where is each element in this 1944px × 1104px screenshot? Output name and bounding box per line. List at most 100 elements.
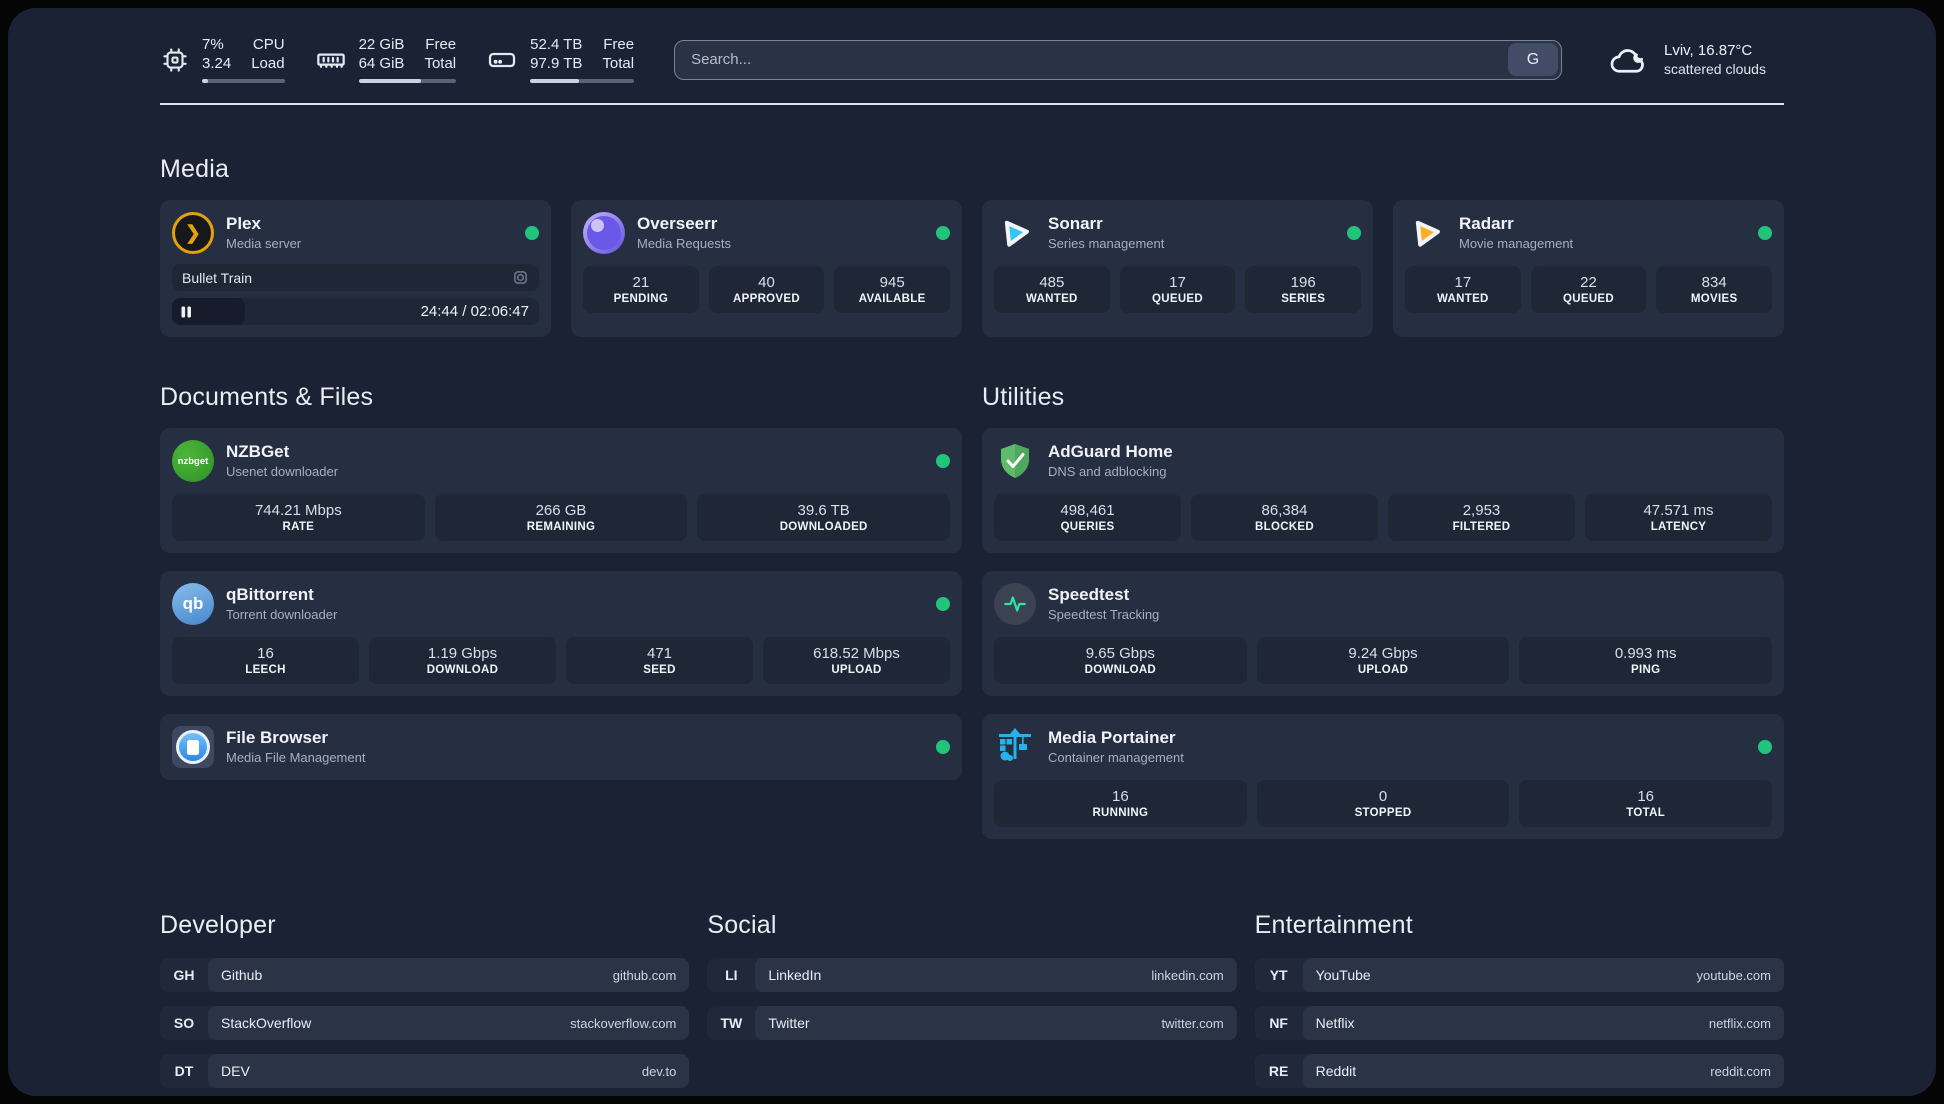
bookmark-reddit[interactable]: RE Reddit reddit.com bbox=[1254, 1054, 1784, 1088]
stat-label: QUERIES bbox=[1060, 521, 1115, 533]
stat-value: 945 bbox=[879, 274, 905, 291]
bookmark-body: Netflix netflix.com bbox=[1302, 1006, 1784, 1040]
speedtest-text: Speedtest Speedtest Tracking bbox=[1048, 585, 1159, 623]
qbittorrent-icon: qb bbox=[172, 583, 214, 625]
memory-free-value: 22 GiB bbox=[358, 36, 405, 53]
cpu-stat-body: 7% CPU 3.24 Load bbox=[202, 36, 285, 83]
cpu-icon bbox=[160, 45, 190, 75]
bookmark-url: github.com bbox=[612, 967, 677, 983]
app-card-filebrowser[interactable]: File Browser Media File Management bbox=[160, 714, 962, 780]
app-card-radarr[interactable]: Radarr Movie management 17 WANTED 22 QUE… bbox=[1393, 200, 1784, 337]
stat-label: RUNNING bbox=[1092, 807, 1149, 819]
bookmark-github[interactable]: GH Github github.com bbox=[160, 958, 690, 992]
stat-label: APPROVED bbox=[733, 293, 800, 305]
weather-widget[interactable]: Lviv, 16.87°C scattered clouds bbox=[1608, 42, 1784, 77]
cpu-load-label: Load bbox=[251, 55, 285, 72]
stat-box: 17 WANTED bbox=[1405, 266, 1521, 313]
app-card-portainer[interactable]: Media Portainer Container management 16 … bbox=[982, 714, 1784, 839]
bookmark-netflix[interactable]: NF Netflix netflix.com bbox=[1254, 1006, 1784, 1040]
middle-columns: Documents & Files nzbget NZBGet Usenet d… bbox=[160, 383, 1784, 839]
status-online-dot bbox=[936, 226, 950, 240]
cpu-usage-value: 7% bbox=[202, 36, 224, 53]
stat-box: 9.65 Gbps DOWNLOAD bbox=[994, 637, 1247, 684]
stat-value: 21 bbox=[632, 274, 650, 291]
stat-box: 9.24 Gbps UPLOAD bbox=[1256, 637, 1510, 684]
app-card-sonarr[interactable]: Sonarr Series management 485 WANTED 17 Q… bbox=[982, 200, 1373, 337]
overseerr-text: Overseerr Media Requests bbox=[637, 214, 731, 252]
stat-value: 498,461 bbox=[1060, 502, 1115, 519]
radarr-stats: 17 WANTED 22 QUEUED 834 MOVIES bbox=[1405, 266, 1773, 313]
bookmark-abbr: YT bbox=[1269, 967, 1288, 983]
memory-free-label: Free bbox=[425, 36, 457, 53]
nzbget-icon: nzbget bbox=[172, 440, 214, 482]
bookmark-body: StackOverflow stackoverflow.com bbox=[208, 1006, 690, 1040]
cpu-load-value: 3.24 bbox=[202, 55, 232, 72]
app-name: File Browser bbox=[226, 728, 329, 747]
weather-text: Lviv, 16.87°C scattered clouds bbox=[1664, 42, 1766, 77]
app-name: Sonarr bbox=[1048, 214, 1103, 233]
stat-box: 17 QUEUED bbox=[1119, 266, 1236, 313]
cpu-usage-bar-fill bbox=[202, 79, 208, 83]
stat-box: 834 MOVIES bbox=[1656, 266, 1773, 313]
stat-box: 498,461 QUERIES bbox=[994, 494, 1181, 541]
memory-usage-bar bbox=[358, 79, 457, 83]
stat-value: 17 bbox=[1454, 274, 1472, 291]
stat-value: 2,953 bbox=[1462, 502, 1501, 519]
bookmark-dev[interactable]: DT DEV dev.to bbox=[160, 1054, 690, 1088]
stat-value: 471 bbox=[646, 645, 673, 662]
filebrowser-icon bbox=[172, 726, 214, 768]
app-card-qbittorrent[interactable]: qb qBittorrent Torrent downloader 16 LEE… bbox=[160, 571, 962, 696]
bookmark-twitter[interactable]: TW Twitter twitter.com bbox=[707, 1006, 1237, 1040]
bookmark-url: twitter.com bbox=[1161, 1015, 1224, 1031]
plex-progress-bar[interactable]: 24:44 / 02:06:47 bbox=[172, 298, 539, 325]
dashboard-panel: 7% CPU 3.24 Load bbox=[8, 8, 1936, 1096]
weather-condition: scattered clouds bbox=[1664, 61, 1766, 77]
stat-label: DOWNLOAD bbox=[426, 664, 499, 676]
stat-box: 16 LEECH bbox=[172, 637, 359, 684]
stat-box: 16 TOTAL bbox=[1519, 780, 1773, 827]
stat-value: 17 bbox=[1169, 274, 1186, 291]
app-card-overseerr[interactable]: Overseerr Media Requests 21 PENDING 40 A… bbox=[571, 200, 962, 337]
disk-total-label: Total bbox=[602, 55, 635, 72]
sonarr-icon bbox=[994, 212, 1036, 254]
sonarr-text: Sonarr Series management bbox=[1048, 214, 1164, 252]
stat-value: 0.993 ms bbox=[1614, 645, 1677, 662]
bookmark-youtube[interactable]: YT YouTube youtube.com bbox=[1254, 958, 1784, 992]
stat-label: FILTERED bbox=[1452, 521, 1511, 533]
stat-box: 744.21 Mbps RATE bbox=[172, 494, 425, 541]
stat-box: 945 AVAILABLE bbox=[834, 266, 951, 313]
section-title-developer: Developer bbox=[160, 911, 276, 939]
app-name: qBittorrent bbox=[226, 585, 314, 604]
stat-value: 86,384 bbox=[1261, 502, 1308, 519]
section-title-social: Social bbox=[707, 911, 777, 939]
entertainment-bookmarks: YT YouTube youtube.com NF Netflix netfli… bbox=[1254, 958, 1784, 1088]
radarr-card-head: Radarr Movie management bbox=[1405, 212, 1772, 254]
overseerr-stats: 21 PENDING 40 APPROVED 945 AVAILABLE bbox=[583, 266, 951, 313]
bookmark-linkedin[interactable]: LI LinkedIn linkedin.com bbox=[707, 958, 1237, 992]
section-title-utilities: Utilities bbox=[982, 383, 1065, 411]
portainer-card-head: Media Portainer Container management bbox=[994, 726, 1772, 768]
stat-value: 9.24 Gbps bbox=[1348, 645, 1418, 662]
stat-label: WANTED bbox=[1026, 293, 1078, 305]
nzbget-text: NZBGet Usenet downloader bbox=[226, 442, 338, 480]
search-bar: G bbox=[674, 39, 1562, 80]
stat-label: REMAINING bbox=[526, 521, 596, 533]
section-social: Social LI LinkedIn linkedin.com TW Twitt… bbox=[707, 911, 1237, 1040]
app-card-plex[interactable]: ❯ Plex Media server Bullet Train bbox=[160, 200, 551, 337]
stat-label: MOVIES bbox=[1690, 293, 1738, 305]
stat-value: 16 bbox=[1111, 788, 1129, 805]
sonarr-card-head: Sonarr Series management bbox=[994, 212, 1361, 254]
app-card-nzbget[interactable]: nzbget NZBGet Usenet downloader 744.21 M… bbox=[160, 428, 962, 553]
bookmark-url: netflix.com bbox=[1708, 1015, 1771, 1031]
stat-box: 196 SERIES bbox=[1245, 266, 1362, 313]
search-engine-button[interactable]: G bbox=[1508, 43, 1558, 76]
app-card-speedtest[interactable]: Speedtest Speedtest Tracking 9.65 Gbps D… bbox=[982, 571, 1784, 696]
bookmark-body: Twitter twitter.com bbox=[755, 1006, 1237, 1040]
search-input[interactable] bbox=[675, 51, 1508, 68]
bookmark-stackoverflow[interactable]: SO StackOverflow stackoverflow.com bbox=[160, 1006, 690, 1040]
app-desc: Usenet downloader bbox=[226, 464, 339, 479]
stat-box: 39.6 TB DOWNLOADED bbox=[697, 494, 951, 541]
adguard-shield-icon bbox=[994, 440, 1036, 482]
stat-box: 485 WANTED bbox=[994, 266, 1110, 313]
app-card-adguard[interactable]: AdGuard Home DNS and adblocking 498,461 … bbox=[982, 428, 1784, 553]
